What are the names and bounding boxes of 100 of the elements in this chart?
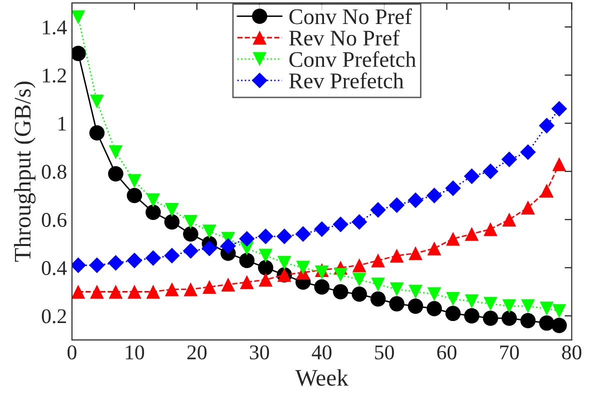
point	[72, 46, 86, 62]
y-tick-label: 0.2	[42, 309, 66, 324]
point	[502, 299, 516, 314]
legend-label: Rev Prefetch	[289, 72, 404, 88]
point	[334, 268, 348, 282]
x-tick-label: 30	[250, 345, 269, 360]
point	[482, 164, 498, 180]
point	[220, 238, 236, 254]
point	[240, 275, 254, 290]
point	[352, 258, 366, 272]
point	[126, 252, 142, 268]
point	[464, 308, 480, 324]
point	[520, 144, 536, 160]
point	[295, 226, 311, 242]
point	[484, 222, 498, 236]
point	[370, 291, 386, 307]
point	[426, 300, 442, 316]
point	[464, 227, 479, 241]
point	[72, 284, 86, 299]
point	[108, 166, 124, 182]
point	[276, 228, 292, 244]
point	[145, 250, 162, 266]
point	[108, 255, 124, 271]
point	[184, 215, 198, 229]
point	[370, 202, 386, 218]
x-axis-title: Week	[295, 369, 348, 386]
point	[332, 216, 348, 232]
point	[389, 296, 404, 312]
legend-label: Rev No Pref	[289, 30, 400, 46]
point	[164, 202, 179, 217]
point	[352, 286, 367, 302]
point	[126, 188, 142, 204]
point	[146, 284, 160, 299]
point	[164, 248, 180, 264]
point	[314, 266, 329, 280]
point	[202, 240, 218, 256]
point	[128, 174, 142, 188]
point	[258, 248, 273, 263]
point	[72, 10, 86, 24]
point	[408, 246, 422, 260]
y-tick-label: 0.4	[42, 261, 67, 276]
point	[446, 232, 460, 246]
point	[520, 313, 536, 328]
point	[484, 296, 498, 311]
x-tick-label: 70	[500, 345, 519, 360]
y-tick-label: 1.2	[42, 68, 66, 83]
point	[464, 168, 480, 184]
point	[501, 152, 518, 168]
point	[540, 302, 554, 316]
point	[552, 304, 566, 318]
x-tick-label: 20	[187, 345, 207, 360]
point	[108, 145, 123, 160]
point	[427, 287, 442, 302]
point	[540, 184, 554, 198]
x-tick-label: 60	[437, 345, 456, 360]
point	[89, 125, 105, 141]
point	[352, 272, 366, 287]
point	[390, 248, 404, 263]
point	[408, 284, 422, 299]
point	[146, 193, 160, 208]
x-tick-label: 80	[562, 345, 582, 360]
legend-label: Conv Prefetch	[289, 51, 416, 68]
point	[521, 299, 535, 314]
point	[502, 310, 517, 326]
point	[551, 100, 568, 117]
point	[146, 204, 161, 220]
point	[446, 292, 460, 306]
point	[408, 298, 424, 314]
y-tick-label: 0.8	[42, 164, 66, 179]
point	[539, 315, 554, 331]
point	[90, 94, 104, 109]
point	[314, 221, 330, 238]
y-tick-label: 1	[58, 116, 66, 130]
point	[239, 230, 255, 247]
legend-label: Conv No Pref	[289, 8, 412, 24]
point	[464, 294, 479, 308]
point	[371, 254, 386, 268]
point	[202, 224, 216, 239]
point	[202, 280, 216, 294]
point	[445, 306, 461, 322]
point	[90, 284, 104, 299]
point	[239, 252, 255, 268]
point	[351, 214, 368, 230]
point	[538, 118, 555, 134]
point	[182, 242, 199, 259]
point	[502, 212, 516, 226]
point	[521, 200, 535, 214]
point	[183, 226, 198, 242]
x-tick-label: 0	[68, 345, 76, 360]
x-tick-label: 50	[375, 345, 394, 360]
point	[552, 318, 567, 334]
y-tick-label: 1.4	[42, 20, 67, 34]
point	[314, 279, 330, 295]
point	[108, 284, 123, 299]
point	[482, 310, 498, 326]
point	[164, 214, 180, 230]
point	[427, 241, 442, 256]
point	[552, 157, 566, 172]
point	[164, 282, 179, 296]
point	[128, 284, 142, 299]
